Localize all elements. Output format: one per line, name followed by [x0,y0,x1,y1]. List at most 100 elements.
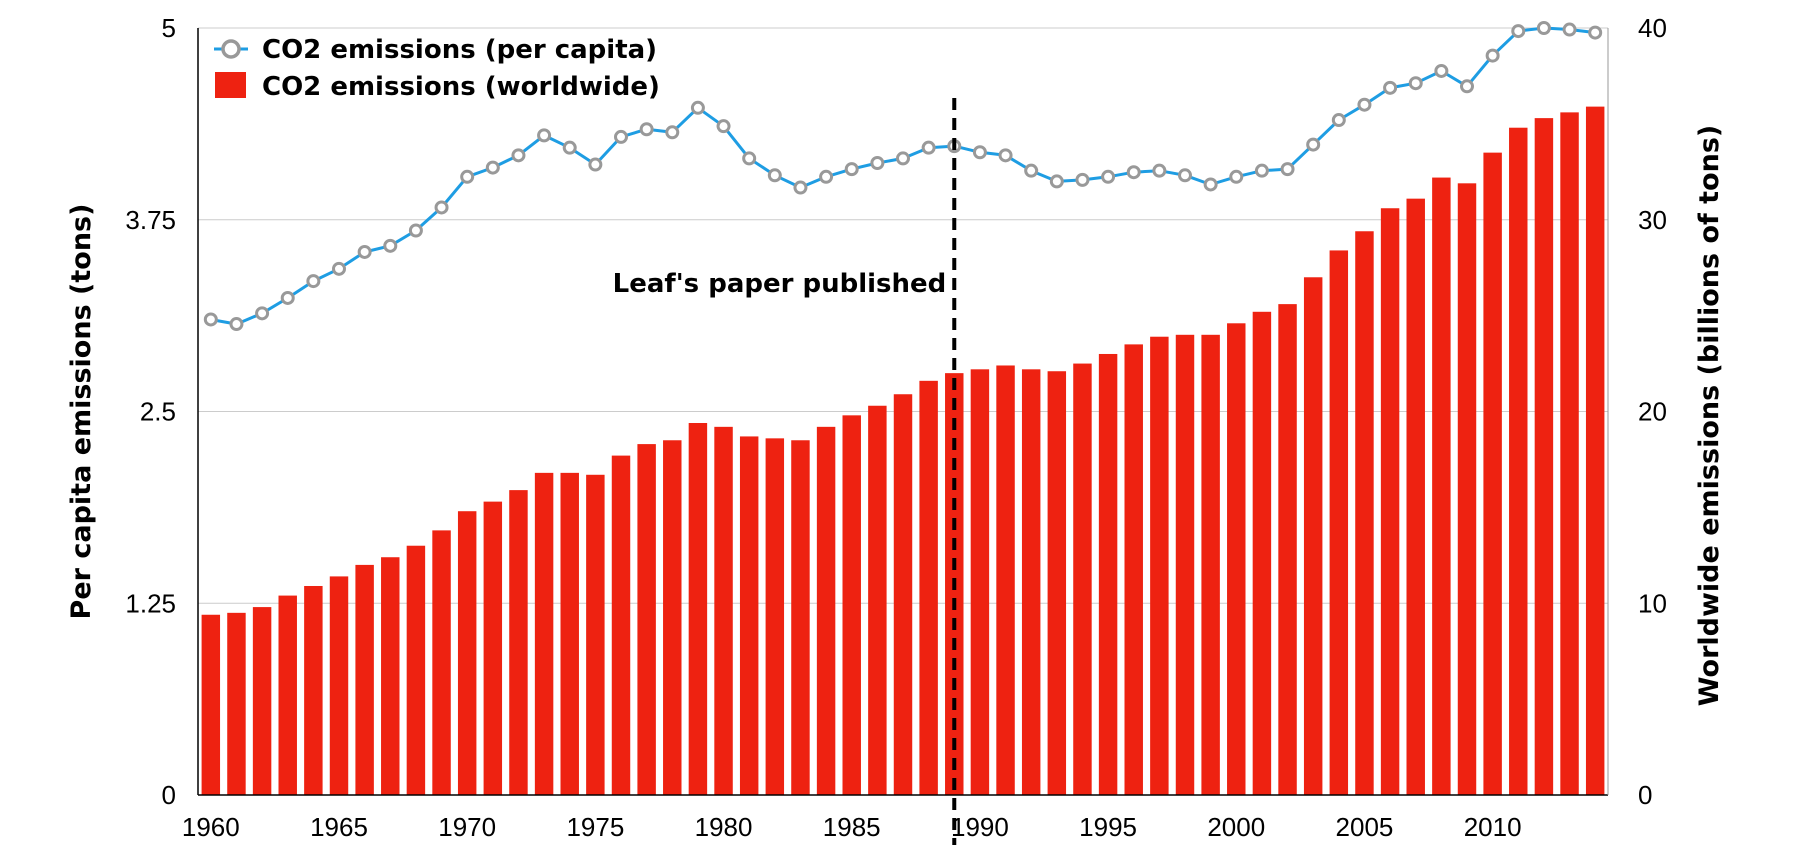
bar-1979 [688,423,708,795]
x-tick-label-2005: 2005 [1336,812,1394,842]
bar-1962 [252,607,272,795]
left-tick-label-2: 2.5 [140,397,176,427]
bar-1992 [1021,369,1041,795]
bar-1987 [893,394,913,795]
bar-1973 [534,472,554,795]
bar-1969 [432,530,451,795]
point-1960 [203,312,218,327]
left-tick-label-1: 1.25 [125,588,176,618]
bar-1981 [739,436,759,795]
bar-2001 [1252,311,1272,795]
point-1975 [588,157,603,172]
bar-1994 [1073,363,1092,795]
point-1997 [1152,163,1167,178]
point-1982 [767,168,782,183]
x-axis-ticks: 1960 1965 1970 1975 1980 1985 1990 1995 2000 2005… [182,812,1522,842]
right-axis-ticks: 0 10 20 30 40 [1638,13,1667,810]
point-2007 [1408,76,1423,91]
bar-2010 [1483,152,1502,795]
bar-2000 [1227,323,1246,795]
point-1998 [1178,168,1192,183]
left-tick-label-0: 0 [162,780,176,810]
point-2014 [1588,25,1603,40]
annotation-label: Leaf's paper published [613,269,947,299]
line-series-per-capita [203,21,1603,332]
x-tick-label-1975: 1975 [566,812,624,842]
bar-2006 [1380,208,1400,795]
point-1985 [844,162,859,177]
point-2000 [1229,169,1244,184]
point-1963 [280,290,295,305]
right-tick-label-0: 0 [1638,780,1652,810]
bar-1963 [278,595,297,795]
x-tick-label-1995: 1995 [1079,812,1137,842]
point-2006 [1383,80,1398,95]
bar-1961 [227,612,246,795]
bar-1977 [637,444,656,795]
point-2009 [1460,79,1474,94]
point-1967 [383,238,398,253]
point-1979 [690,100,705,115]
point-2004 [1331,113,1346,128]
point-2013 [1562,22,1577,37]
point-1990 [972,145,987,160]
bar-1985 [842,415,861,795]
legend-entry-worldwide: CO2 emissions (worldwide) [262,72,660,102]
bar-1996 [1124,344,1143,795]
x-tick-label-2010: 2010 [1464,812,1522,842]
bar-1960 [201,614,221,795]
point-1992 [1024,163,1039,178]
bar-1968 [406,545,426,795]
bar-1990 [970,369,990,795]
point-2005 [1357,97,1372,112]
bar-2007 [1406,198,1425,796]
point-1973 [537,128,552,143]
bar-2005 [1355,231,1374,795]
annotation-group: Leaf's paper published [613,98,957,845]
bar-1984 [816,426,836,795]
bar-2009 [1457,183,1477,795]
point-2008 [1434,63,1449,78]
left-tick-label-4: 5 [162,13,176,43]
point-1980 [716,119,731,134]
bar-1976 [611,455,631,795]
point-1962 [255,306,270,321]
bar-2004 [1329,250,1349,795]
bar-1995 [1098,353,1118,795]
bar-1980 [714,426,733,795]
point-1996 [1126,165,1141,180]
bar-1982 [765,438,785,795]
x-tick-label-1970: 1970 [438,812,496,842]
point-1983 [793,180,808,195]
bar-series-worldwide [201,106,1605,796]
bar-1974 [560,472,579,795]
bar-1993 [1047,371,1067,795]
point-1976 [614,129,628,144]
point-1969 [434,200,449,215]
point-1986 [870,155,885,170]
bar-1970 [457,511,477,795]
x-tick-label-1985: 1985 [823,812,881,842]
legend-entry-per-capita: CO2 emissions (per capita) [262,35,657,65]
right-tick-label-3: 30 [1638,205,1667,235]
point-1961 [229,317,244,332]
bar-1972 [509,490,528,795]
point-1995 [1101,169,1116,184]
bar-1999 [1201,334,1220,795]
bar-1978 [663,440,682,795]
point-1977 [639,122,654,137]
x-tick-label-1965: 1965 [310,812,368,842]
bar-1997 [1150,336,1169,795]
bar-2013 [1560,112,1579,796]
bar-1966 [355,564,374,795]
x-tick-label-1990: 1990 [951,812,1009,842]
legend-marker-swatch [221,39,241,59]
bar-1991 [996,365,1015,795]
point-2010 [1485,48,1500,63]
bar-2003 [1303,277,1323,795]
bar-2002 [1278,304,1297,795]
left-axis-ticks: 0 1.25 2.5 3.75 5 [125,13,176,810]
point-1966 [357,244,372,259]
point-2002 [1280,162,1295,177]
